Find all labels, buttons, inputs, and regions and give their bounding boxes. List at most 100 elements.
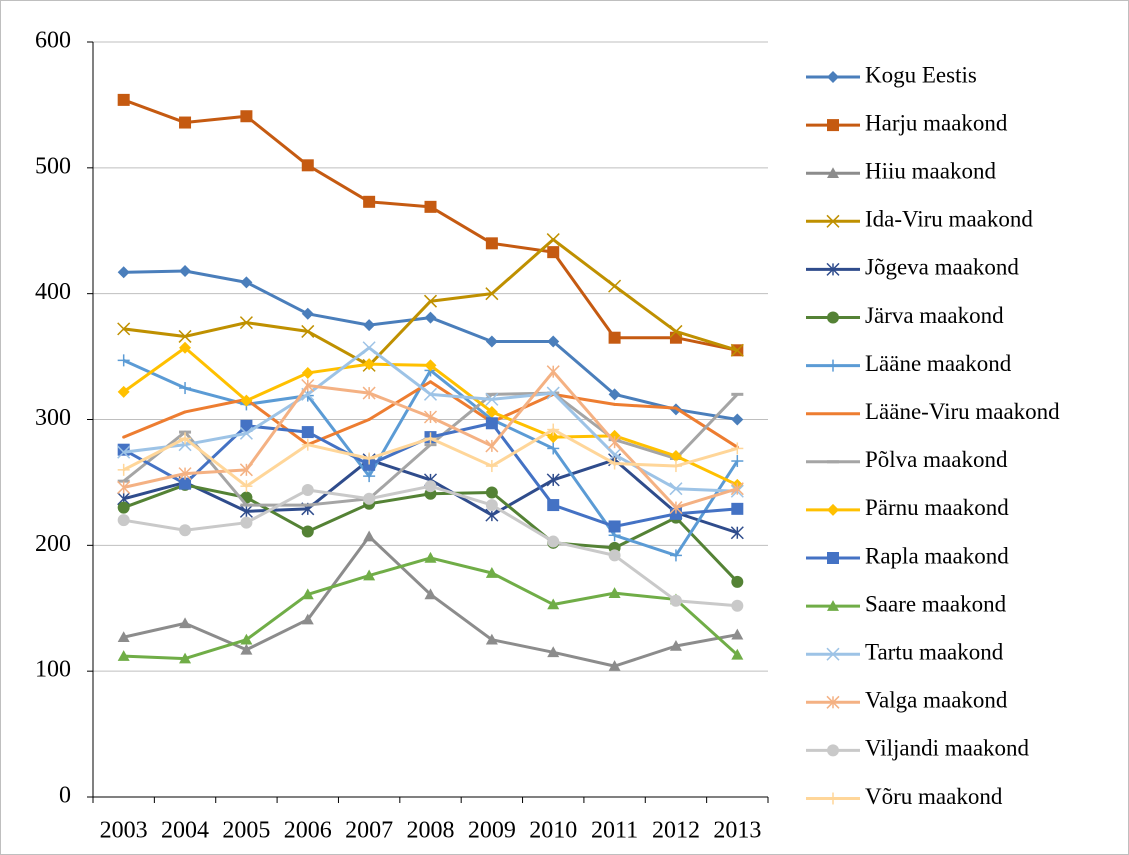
marker <box>301 307 314 320</box>
marker <box>731 648 744 660</box>
marker-part <box>240 643 253 655</box>
legend-label: Harju maakond <box>865 110 1008 135</box>
marker-part <box>547 246 560 259</box>
legend-label: Viljandi maakond <box>865 736 1030 761</box>
legend-label: Saare maakond <box>865 591 1007 616</box>
marker <box>485 287 499 301</box>
marker <box>547 646 560 658</box>
marker <box>301 525 314 538</box>
marker-part <box>240 633 253 645</box>
x-tick-label: 2007 <box>345 818 393 844</box>
data-point <box>122 435 126 439</box>
marker <box>827 744 839 757</box>
marker <box>301 613 314 625</box>
marker-part <box>424 359 437 372</box>
marker <box>301 324 315 338</box>
marker <box>301 426 314 439</box>
marker-part <box>608 448 622 462</box>
y-tick-label: 0 <box>59 783 71 809</box>
marker <box>485 508 499 522</box>
marker-part <box>240 516 253 529</box>
marker-part <box>363 530 376 542</box>
marker <box>240 643 253 655</box>
marker <box>485 567 498 578</box>
marker-part <box>547 431 560 444</box>
marker-part <box>608 279 622 293</box>
marker <box>669 324 683 338</box>
legend-label: Võru maakond <box>865 784 1003 809</box>
legend-label: Ida-Viru maakond <box>865 207 1033 232</box>
marker-part <box>117 93 130 106</box>
marker <box>485 633 498 645</box>
marker-part <box>117 322 131 336</box>
marker <box>424 551 437 563</box>
marker <box>117 385 130 398</box>
marker <box>669 501 683 515</box>
y-tick-label: 100 <box>35 657 71 683</box>
marker <box>485 405 498 418</box>
marker-part <box>240 394 253 407</box>
marker <box>117 443 130 456</box>
marker-part <box>117 443 130 456</box>
marker <box>301 438 314 451</box>
marker-part <box>827 119 839 132</box>
marker <box>731 502 744 515</box>
marker-part <box>485 417 498 430</box>
marker <box>239 316 253 330</box>
marker <box>240 419 253 432</box>
marker <box>546 473 560 487</box>
marker-part <box>301 324 315 338</box>
marker <box>117 501 130 514</box>
marker-part <box>731 599 744 612</box>
marker-part <box>179 617 192 629</box>
marker <box>547 499 560 512</box>
legend-label: Tartu maakond <box>865 639 1004 664</box>
marker-part <box>547 335 560 348</box>
marker <box>117 93 130 106</box>
marker-part <box>485 237 498 250</box>
marker <box>546 386 560 400</box>
marker-part <box>240 419 253 432</box>
x-tick-label: 2009 <box>468 818 516 844</box>
legend-label: Põlva maakond <box>865 447 1008 472</box>
marker <box>547 335 560 348</box>
marker-part <box>669 324 683 338</box>
marker <box>669 549 682 562</box>
marker <box>363 492 376 505</box>
marker-part <box>301 159 314 172</box>
marker-part <box>827 503 839 516</box>
marker <box>826 214 840 228</box>
x-tick-label: 2012 <box>652 818 700 844</box>
marker-part <box>669 449 682 462</box>
marker-part <box>731 413 744 426</box>
marker <box>363 319 376 332</box>
marker <box>608 388 621 401</box>
marker-part <box>117 445 131 459</box>
marker <box>827 792 839 805</box>
marker-part <box>179 524 192 537</box>
marker-part <box>547 646 560 658</box>
marker-part <box>424 588 437 600</box>
x-tick-label: 2011 <box>591 818 638 844</box>
marker <box>117 266 130 279</box>
marker-part <box>485 405 498 418</box>
marker <box>827 600 839 611</box>
marker <box>731 575 744 588</box>
data-point <box>183 410 187 414</box>
marker <box>424 480 437 493</box>
marker <box>363 470 376 483</box>
legend-label: Hiiu maakond <box>865 158 996 183</box>
marker <box>179 116 192 129</box>
marker <box>608 660 621 671</box>
y-tick-label: 200 <box>35 531 71 557</box>
marker <box>546 365 560 379</box>
marker-part <box>547 499 560 512</box>
marker <box>240 480 253 493</box>
marker-part <box>827 167 839 178</box>
marker <box>669 460 682 473</box>
marker <box>485 417 498 430</box>
marker <box>485 335 498 348</box>
marker <box>240 516 253 529</box>
marker-part <box>117 514 130 527</box>
legend-label: Rapla maakond <box>865 543 1009 568</box>
